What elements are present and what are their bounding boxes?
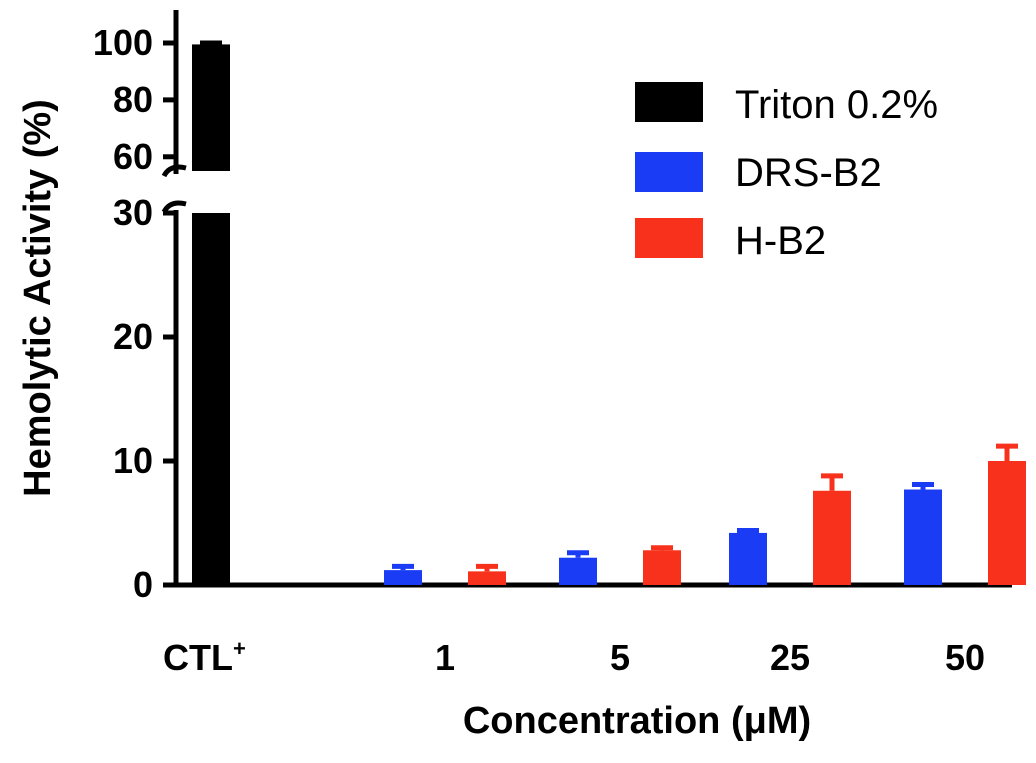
- y-axis: [161, 10, 187, 585]
- bar-drs-b2-5: [559, 557, 597, 585]
- bar-control-upper: [192, 44, 230, 171]
- y-tick-label-100: 100: [93, 22, 153, 63]
- x-tick-label-control: CTL+: [163, 636, 246, 678]
- bar-drs-b2-1: [384, 570, 422, 585]
- legend-label-h-b2: H-B2: [735, 219, 826, 263]
- legend-item-drs-b2: DRS-B2: [635, 151, 882, 195]
- axis-break-mark-upper: [161, 164, 187, 178]
- y-tick-label-80: 80: [113, 79, 153, 120]
- bar-control-lower: [192, 213, 230, 585]
- control-label-superscript: +: [233, 636, 246, 661]
- bar-h-b2-25: [813, 490, 851, 585]
- legend-item-h-b2: H-B2: [635, 218, 826, 263]
- y-axis-title: Hemolytic Activity (%): [17, 99, 59, 497]
- y-tick-label-30: 30: [113, 192, 153, 233]
- bar-h-b2-50: [988, 461, 1026, 585]
- x-tick-label-25: 25: [770, 637, 810, 678]
- bar-h-b2-1: [468, 571, 506, 585]
- legend-swatch-h-b2: [635, 218, 703, 258]
- y-tick-label-10: 10: [113, 440, 153, 481]
- legend: Triton 0.2% DRS-B2 H-B2: [635, 82, 938, 263]
- y-ticks: 0 10 20 30 60 80 100: [93, 22, 176, 605]
- bar-h-b2-5: [643, 550, 681, 585]
- x-tick-label-50: 50: [945, 637, 985, 678]
- y-tick-label-0: 0: [133, 564, 153, 605]
- legend-swatch-drs-b2: [635, 152, 703, 192]
- legend-swatch-triton: [635, 82, 703, 122]
- legend-label-drs-b2: DRS-B2: [735, 151, 882, 195]
- x-tick-label-5: 5: [610, 637, 630, 678]
- bars: [192, 40, 1026, 585]
- x-tick-labels: 1 5 25 50: [435, 637, 985, 678]
- control-label: CTL: [163, 637, 233, 678]
- legend-label-triton: Triton 0.2%: [735, 83, 938, 127]
- x-axis-title: Concentration (μM): [463, 700, 811, 742]
- y-tick-label-60: 60: [113, 136, 153, 177]
- bar-drs-b2-25: [729, 532, 767, 585]
- legend-item-triton: Triton 0.2%: [635, 82, 938, 127]
- axis-break-mark-lower: [161, 200, 187, 214]
- y-tick-label-20: 20: [113, 316, 153, 357]
- bar-drs-b2-50: [904, 489, 942, 585]
- x-tick-label-1: 1: [435, 637, 455, 678]
